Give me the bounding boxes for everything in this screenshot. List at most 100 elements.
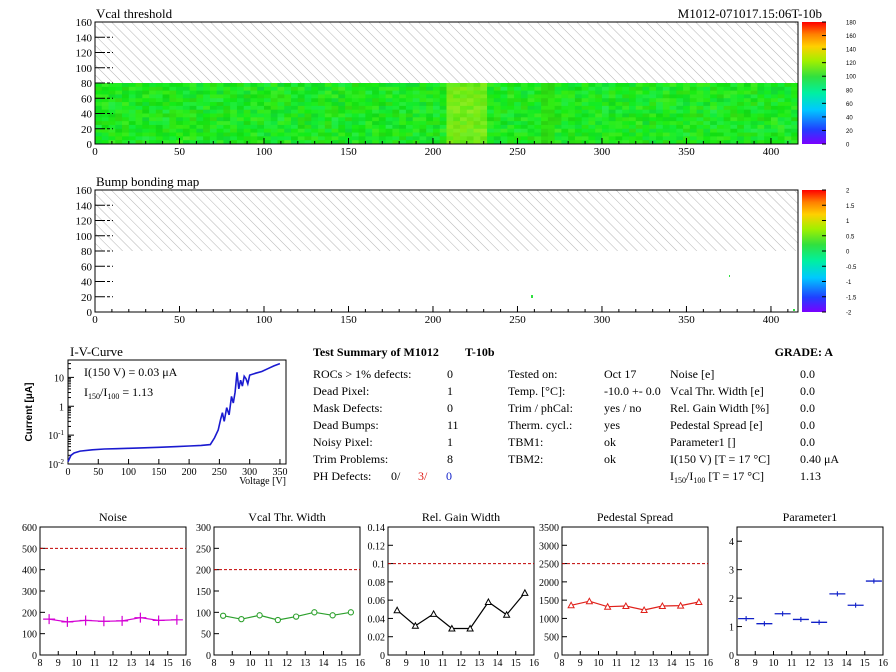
heat-cell (405, 132, 414, 137)
heat-cell (784, 98, 792, 103)
heat-cell (514, 102, 522, 107)
heat-cell (108, 124, 116, 130)
heat-cell (527, 109, 535, 114)
heat-cell (358, 98, 366, 103)
heat-cell (162, 102, 170, 107)
x-tick-label: 13 (300, 658, 310, 669)
y-tick-label: 80 (81, 246, 93, 258)
heat-cell (642, 94, 650, 99)
heat-cell (514, 132, 522, 137)
heat-cell (662, 98, 671, 103)
heat-cell (209, 136, 218, 141)
heat-cell (696, 124, 704, 130)
heat-cell (460, 94, 468, 99)
heat-cell (581, 102, 589, 107)
heat-cell (615, 109, 623, 114)
heat-cell (291, 132, 299, 137)
heat-cell (622, 128, 630, 134)
heat-cell (169, 117, 177, 122)
heat-cell (426, 102, 434, 107)
heat-cell (588, 132, 596, 137)
heat-cell (399, 117, 407, 122)
heat-cell (405, 117, 414, 122)
heat-cell (230, 121, 238, 126)
heat-cell (710, 136, 718, 141)
heat-cell (209, 124, 218, 130)
heat-cell (223, 140, 231, 145)
iv-x-tick-label: 300 (242, 467, 257, 478)
heat-cell (642, 132, 650, 137)
heat-cell (432, 136, 441, 141)
heat-cell (683, 94, 691, 99)
summary-middle-label: Trim / phCal: (508, 401, 573, 415)
heat-cell (297, 113, 306, 118)
heat-cell (791, 128, 799, 134)
heat-cell (716, 136, 725, 141)
heat-cell (277, 98, 285, 103)
heat-cell (608, 113, 616, 118)
heat-cell (149, 105, 157, 111)
heat-cell (683, 83, 691, 88)
heat-cell (723, 140, 731, 145)
heat-cell (696, 140, 704, 145)
data-point (429, 609, 438, 617)
heat-cell (791, 86, 799, 92)
heat-cell (662, 128, 671, 134)
heat-cell (263, 136, 272, 141)
heat-cell (547, 83, 556, 88)
heat-cell (365, 98, 373, 103)
heat-cell (216, 136, 224, 141)
heat-cell (176, 117, 184, 122)
small-chart-title: Rel. Gain Width (422, 510, 500, 524)
heat-cell (101, 90, 110, 95)
heat-cell (128, 109, 137, 114)
heat-cell (311, 94, 319, 99)
heat-cell (601, 124, 610, 130)
heat-cell (642, 105, 650, 111)
heat-cell (561, 128, 569, 134)
heat-cell (716, 121, 725, 126)
heat-cell (588, 109, 596, 114)
heat-cell (257, 128, 265, 134)
heat-cell (304, 128, 312, 134)
heat-cell (419, 98, 427, 103)
summary-middle-value: yes (604, 418, 620, 432)
heat-cell (527, 94, 535, 99)
heat-cell (466, 124, 475, 130)
colorbar-tick-label: 100 (846, 75, 857, 81)
heat-cell (737, 102, 745, 107)
x-tick-label: 8 (38, 658, 43, 669)
heat-cell (155, 132, 164, 137)
heat-cell (547, 109, 556, 114)
heat-cell (656, 98, 664, 103)
heat-cell (101, 140, 110, 145)
data-point (256, 612, 263, 619)
heat-cell (466, 83, 475, 88)
heat-cell (446, 109, 454, 114)
heat-cell (601, 83, 610, 88)
heat-cell (101, 102, 110, 107)
heat-cell (453, 113, 461, 118)
heat-cell (642, 117, 650, 122)
heat-cell (601, 109, 610, 114)
heat-cell (791, 105, 799, 111)
heat-cell (629, 105, 637, 111)
heat-cell (209, 121, 218, 126)
heat-cell (595, 86, 603, 92)
iv-title: I-V-Curve (70, 344, 123, 359)
iv-frame (67, 359, 287, 465)
grade-label: GRADE: A (775, 345, 834, 359)
heat-cell (392, 102, 400, 107)
heat-cell (142, 113, 150, 118)
heat-cell (723, 121, 731, 126)
heat-cell (149, 121, 157, 126)
heat-cell (750, 124, 758, 130)
heat-cell (324, 109, 333, 114)
heat-cell (243, 109, 251, 114)
heat-cell (770, 140, 779, 145)
heat-cell (750, 90, 758, 95)
heat-cell (203, 94, 211, 99)
heat-cell (432, 113, 441, 118)
heat-cell (473, 117, 481, 122)
heat-cell (216, 83, 224, 88)
